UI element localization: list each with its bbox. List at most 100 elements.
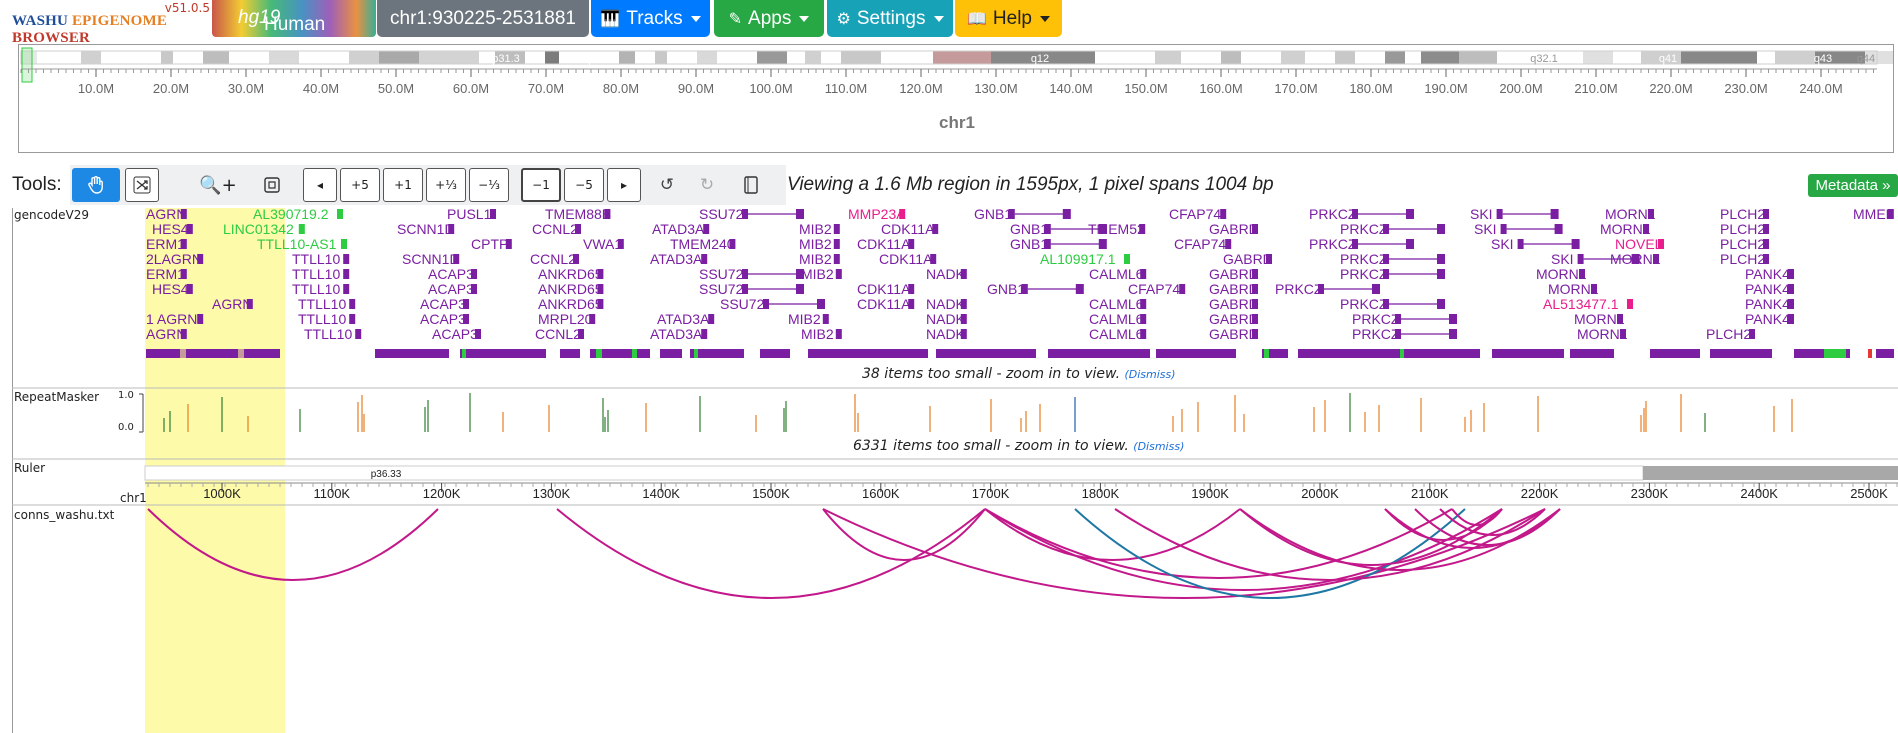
chromosome-ideogram[interactable]: p31.3 p31.1 q12 q32.1 q41 q43 q44 10.0M 20.0M 30.… <box>19 45 1895 154</box>
gene-label: PLCH2 <box>1720 236 1765 252</box>
gene-label: MORN1 <box>1605 206 1656 222</box>
gene-exon <box>355 329 362 339</box>
gene-exon <box>1383 299 1389 309</box>
gene-exon <box>186 284 193 294</box>
app-logo[interactable]: v51.0.5 WASHU EPIGENOME BROWSER <box>10 1 210 46</box>
redo-button[interactable]: ↻ <box>692 168 722 202</box>
gene-label: MORN1 <box>1577 326 1628 342</box>
ideogram-tick-label: 10.0M <box>78 81 114 96</box>
ideogram-tick-label: 200.0M <box>1499 81 1542 96</box>
ideogram-band <box>1613 51 1641 64</box>
track-label-conns[interactable]: conns_washu.txt <box>14 508 115 522</box>
gene-exon <box>1372 284 1380 294</box>
gene-exon <box>1139 224 1146 234</box>
gene-exon <box>1395 314 1401 324</box>
tracks-menu-label: Tracks <box>626 7 683 29</box>
tracks-menu-button[interactable]: 🎹 Tracks <box>591 0 710 37</box>
gene-label: TMEM88B <box>545 206 611 222</box>
gene-exon <box>796 209 804 219</box>
ruler-band-gray <box>1643 466 1898 480</box>
gene-label: SKI <box>1474 221 1497 237</box>
connection-arc <box>1384 508 1561 549</box>
help-menu-button[interactable]: 📖 Help <box>955 0 1062 37</box>
gene-exon <box>1627 299 1633 309</box>
gene-exon <box>180 239 187 249</box>
gene-exon <box>701 254 708 264</box>
chromosome-ideogram-panel[interactable]: p31.3 p31.1 q12 q32.1 q41 q43 q44 10.0M 20.0M 30.… <box>18 44 1894 153</box>
gene-exon <box>1140 329 1147 339</box>
locus-button[interactable]: chr1:930225-2531881 <box>377 0 589 37</box>
ideogram-band <box>1281 51 1305 64</box>
gene-label: SKI <box>1551 251 1574 267</box>
gene-label: PRKCZ <box>1309 206 1357 222</box>
tools-bar: Tools: 🔍+ ◂ +5 +1 +⅓ −⅓ −1 −5 ▸ ↺ ↻ View… <box>0 165 1898 205</box>
track-label-ruler[interactable]: Ruler <box>14 461 46 475</box>
track-label-gencode[interactable]: gencodeV29 <box>14 208 90 222</box>
gene-label: 2LAGRN <box>146 251 202 267</box>
dismiss-link[interactable]: (Dismiss) <box>1124 368 1176 381</box>
zoom-out-1-button[interactable]: −1 <box>521 168 561 202</box>
apps-menu-label: Apps <box>748 7 792 29</box>
gene-label: GABRD <box>1209 281 1259 297</box>
gene-label: SCNN1D <box>397 221 455 237</box>
gene-exon <box>729 239 736 249</box>
zoom-in-5-button[interactable]: +5 <box>340 168 380 202</box>
piano-icon: 🎹 <box>600 10 621 28</box>
ideogram-band <box>717 51 757 64</box>
connection-arc <box>1439 508 1546 536</box>
gene-exon <box>1788 284 1794 294</box>
ideogram-tick-label: 70.0M <box>528 81 564 96</box>
notebook-icon <box>744 176 758 194</box>
pan-right-button[interactable]: ▸ <box>607 168 641 202</box>
gene-dense-bar <box>1824 349 1846 358</box>
ruler-tick-label: 1700K <box>972 486 1010 501</box>
zoom-out-third-button[interactable]: −⅓ <box>469 168 509 202</box>
apps-menu-button[interactable]: ✎ Apps <box>714 0 824 37</box>
gene-exon <box>899 209 906 219</box>
gene-dense-bar <box>1262 349 1288 358</box>
pan-left-button[interactable]: ◂ <box>303 168 337 202</box>
genome-selector[interactable]: Human hg19 <box>212 0 376 37</box>
gene-label: AGRN <box>146 326 186 342</box>
gene-label: MORN1 <box>1600 221 1651 237</box>
metadata-button[interactable]: Metadata » <box>1808 174 1898 197</box>
gene-exon <box>349 299 356 309</box>
ideogram-tick-label: 120.0M <box>899 81 942 96</box>
zoom-in-third-button[interactable]: +⅓ <box>426 168 466 202</box>
ideogram-tick-label: 230.0M <box>1724 81 1767 96</box>
zoom-in-tool-button[interactable]: 🔍+ <box>198 168 238 202</box>
gene-exon <box>490 209 496 219</box>
gene-exon <box>1252 314 1258 324</box>
zoom-out-5-button[interactable]: −5 <box>564 168 604 202</box>
drag-tool-button[interactable] <box>72 168 120 202</box>
track-label-repeatmasker[interactable]: RepeatMasker <box>14 390 100 404</box>
gene-exon <box>833 224 840 234</box>
ideogram-band <box>1385 51 1405 64</box>
undo-button[interactable]: ↺ <box>652 168 682 202</box>
gene-exon <box>908 299 915 309</box>
gene-label: PRKCZ <box>1309 236 1357 252</box>
ideogram-tick-label: 80.0M <box>603 81 639 96</box>
gene-dense-bar <box>1710 349 1772 358</box>
gene-dense-bar <box>1400 349 1404 358</box>
gene-exon <box>1044 239 1051 249</box>
gene-exon <box>763 299 769 309</box>
connection-arc <box>1451 508 1503 526</box>
settings-menu-button[interactable]: ⚙ Settings <box>827 0 953 37</box>
gene-exon <box>796 284 804 294</box>
gene-exon <box>597 269 604 279</box>
track-container[interactable] <box>12 208 1898 733</box>
bookmark-button[interactable] <box>736 168 766 202</box>
repeat-ymax-label: 1.0 <box>118 390 134 401</box>
gear-icon: ⚙ <box>836 10 851 28</box>
reorder-tool-button[interactable] <box>125 168 159 202</box>
region-select-tool-button[interactable] <box>257 168 287 202</box>
gene-label: ANKRD65 <box>538 266 603 282</box>
ideogram-band <box>81 51 101 64</box>
ideogram-tick-label: 220.0M <box>1649 81 1692 96</box>
dismiss-link[interactable]: (Dismiss) <box>1133 440 1185 453</box>
gene-exon <box>960 299 967 309</box>
ideogram-band <box>1355 51 1385 64</box>
zoom-in-1-button[interactable]: +1 <box>383 168 423 202</box>
